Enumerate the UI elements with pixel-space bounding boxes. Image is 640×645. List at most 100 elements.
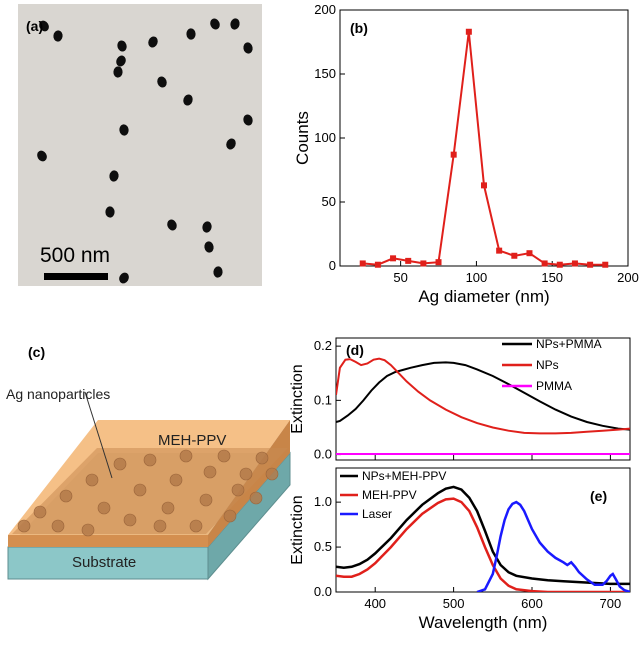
histogram-chart: 50 100 150 200 0 50 100 150 200 Counts Ag diameter… <box>293 2 639 306</box>
series-line-data <box>362 31 606 266</box>
nanoparticle-dot <box>123 513 137 527</box>
y-tick-label: 0 <box>329 258 336 273</box>
silver-nanoparticle <box>243 42 253 54</box>
silver-nanoparticle <box>113 66 123 78</box>
nanoparticle-dot <box>51 519 65 533</box>
data-point <box>374 261 381 268</box>
silver-nanoparticle <box>183 94 193 106</box>
silver-nanoparticle <box>119 272 129 284</box>
data-point <box>526 250 533 257</box>
silver-nanoparticle <box>105 206 115 218</box>
data-point <box>602 261 609 268</box>
silver-nanoparticle <box>109 170 119 182</box>
legend-entry: PMMA <box>536 379 572 393</box>
y-tick-label: 150 <box>314 66 336 81</box>
tem-micrograph <box>18 4 262 286</box>
nanoparticle-dot <box>113 457 127 471</box>
meh-ppv-label: MEH-PPV <box>158 432 227 449</box>
silver-nanoparticle <box>243 114 253 126</box>
nanoparticle-dot <box>265 467 279 481</box>
legend-entry: Laser <box>362 507 392 521</box>
nanoparticle-dot <box>153 519 167 533</box>
silver-nanoparticle <box>202 221 212 233</box>
data-point <box>541 260 548 267</box>
x-tick-label: 400 <box>364 596 386 611</box>
annotation-pointer <box>84 391 113 479</box>
nanoparticle-dot <box>133 483 147 497</box>
series-line-nps-pmma <box>336 361 630 431</box>
y-tick-label: 0.0 <box>314 584 332 599</box>
data-point <box>465 28 472 35</box>
panel-a-label: (a) <box>26 18 44 34</box>
nanoparticle-dot <box>239 467 253 481</box>
data-point <box>420 260 427 267</box>
y-tick-label: 200 <box>314 2 336 17</box>
scale-bar-label: 500 nm <box>40 244 111 267</box>
nanoparticle-dot <box>85 473 99 487</box>
meh-ppv-film-front <box>8 535 208 547</box>
device-schematic <box>7 391 291 581</box>
annotation-ag-nanoparticles: Ag nanoparticles <box>6 386 111 402</box>
data-point <box>587 261 594 268</box>
extinction-panel-e: 400 500 600 700 0.0 0.5 1.0 Extinction Wavelengt… <box>289 462 640 640</box>
nanoparticle-dot <box>255 451 269 465</box>
series-line-meh-ppv <box>336 497 630 592</box>
panel-b-label: (b) <box>350 20 368 36</box>
legend-entry: MEH-PPV <box>362 488 417 502</box>
nanoparticle-dot <box>179 449 193 463</box>
nanoparticle-dot <box>169 473 183 487</box>
nanoparticle-dot <box>249 491 263 505</box>
data-point <box>481 182 487 189</box>
silver-nanoparticle <box>186 28 196 40</box>
data-point <box>359 260 366 267</box>
legend-entry: NPs <box>536 358 559 372</box>
scale-bar <box>44 273 108 280</box>
legend-entry: NPs+MEH-PPV <box>362 469 446 483</box>
y-tick-label: 0.5 <box>314 539 332 554</box>
silver-nanoparticle <box>226 138 236 150</box>
nanoparticle-dot <box>97 501 111 515</box>
data-point <box>450 151 457 158</box>
silver-nanoparticle <box>210 18 220 30</box>
substrate-label: Substrate <box>72 554 137 571</box>
nanoparticle-dot <box>189 519 203 533</box>
x-tick-label: 200 <box>617 270 639 285</box>
silver-nanoparticle <box>53 30 63 42</box>
y-axis-label: Extinction <box>290 495 306 564</box>
data-point <box>511 252 518 259</box>
legend-entry: NPs+PMMA <box>536 337 602 351</box>
panel-e-label: (e) <box>590 488 608 504</box>
data-point <box>390 255 397 262</box>
x-tick-label: 150 <box>541 270 563 285</box>
silver-nanoparticle <box>148 36 158 48</box>
nanoparticle-dot <box>203 465 217 479</box>
tem-micrograph-panel: (a) 500 nm <box>18 4 262 286</box>
y-tick-label: 0.2 <box>314 338 332 353</box>
series-line-nps <box>336 357 630 435</box>
extinction-chart-d: 0.0 0.1 0.2 Extinction NPs+PMMA NPs PMMA <box>289 337 631 462</box>
nanoparticle-layer <box>12 448 288 534</box>
y-axis-label: Extinction <box>290 364 306 433</box>
x-tick-label: 100 <box>466 270 488 285</box>
data-point <box>405 257 412 264</box>
panel-d-label: (d) <box>346 342 364 358</box>
nanoparticle-dot <box>59 489 73 503</box>
silver-nanoparticle <box>37 150 47 162</box>
silver-nanoparticle <box>39 20 49 32</box>
y-axis-label: Counts <box>293 111 312 165</box>
nanoparticle-dot <box>231 483 245 497</box>
device-schematic-panel: (c) Ag nanoparticles MEH-PPV Substrate <box>0 330 300 640</box>
x-axis-label: Ag diameter (nm) <box>418 287 549 306</box>
nanoparticle-dot <box>161 501 175 515</box>
nanoparticle-dot <box>17 519 31 533</box>
silver-nanoparticle <box>213 266 223 278</box>
data-point <box>571 260 578 267</box>
nanoparticle-dot <box>217 449 231 463</box>
y-tick-label: 50 <box>322 194 336 209</box>
silver-nanoparticle <box>116 55 126 67</box>
tem-background <box>18 4 262 286</box>
silver-nanoparticle <box>157 76 167 88</box>
x-tick-label: 50 <box>393 270 407 285</box>
nanoparticle-dot <box>81 523 95 537</box>
series-line-laser <box>476 500 630 592</box>
